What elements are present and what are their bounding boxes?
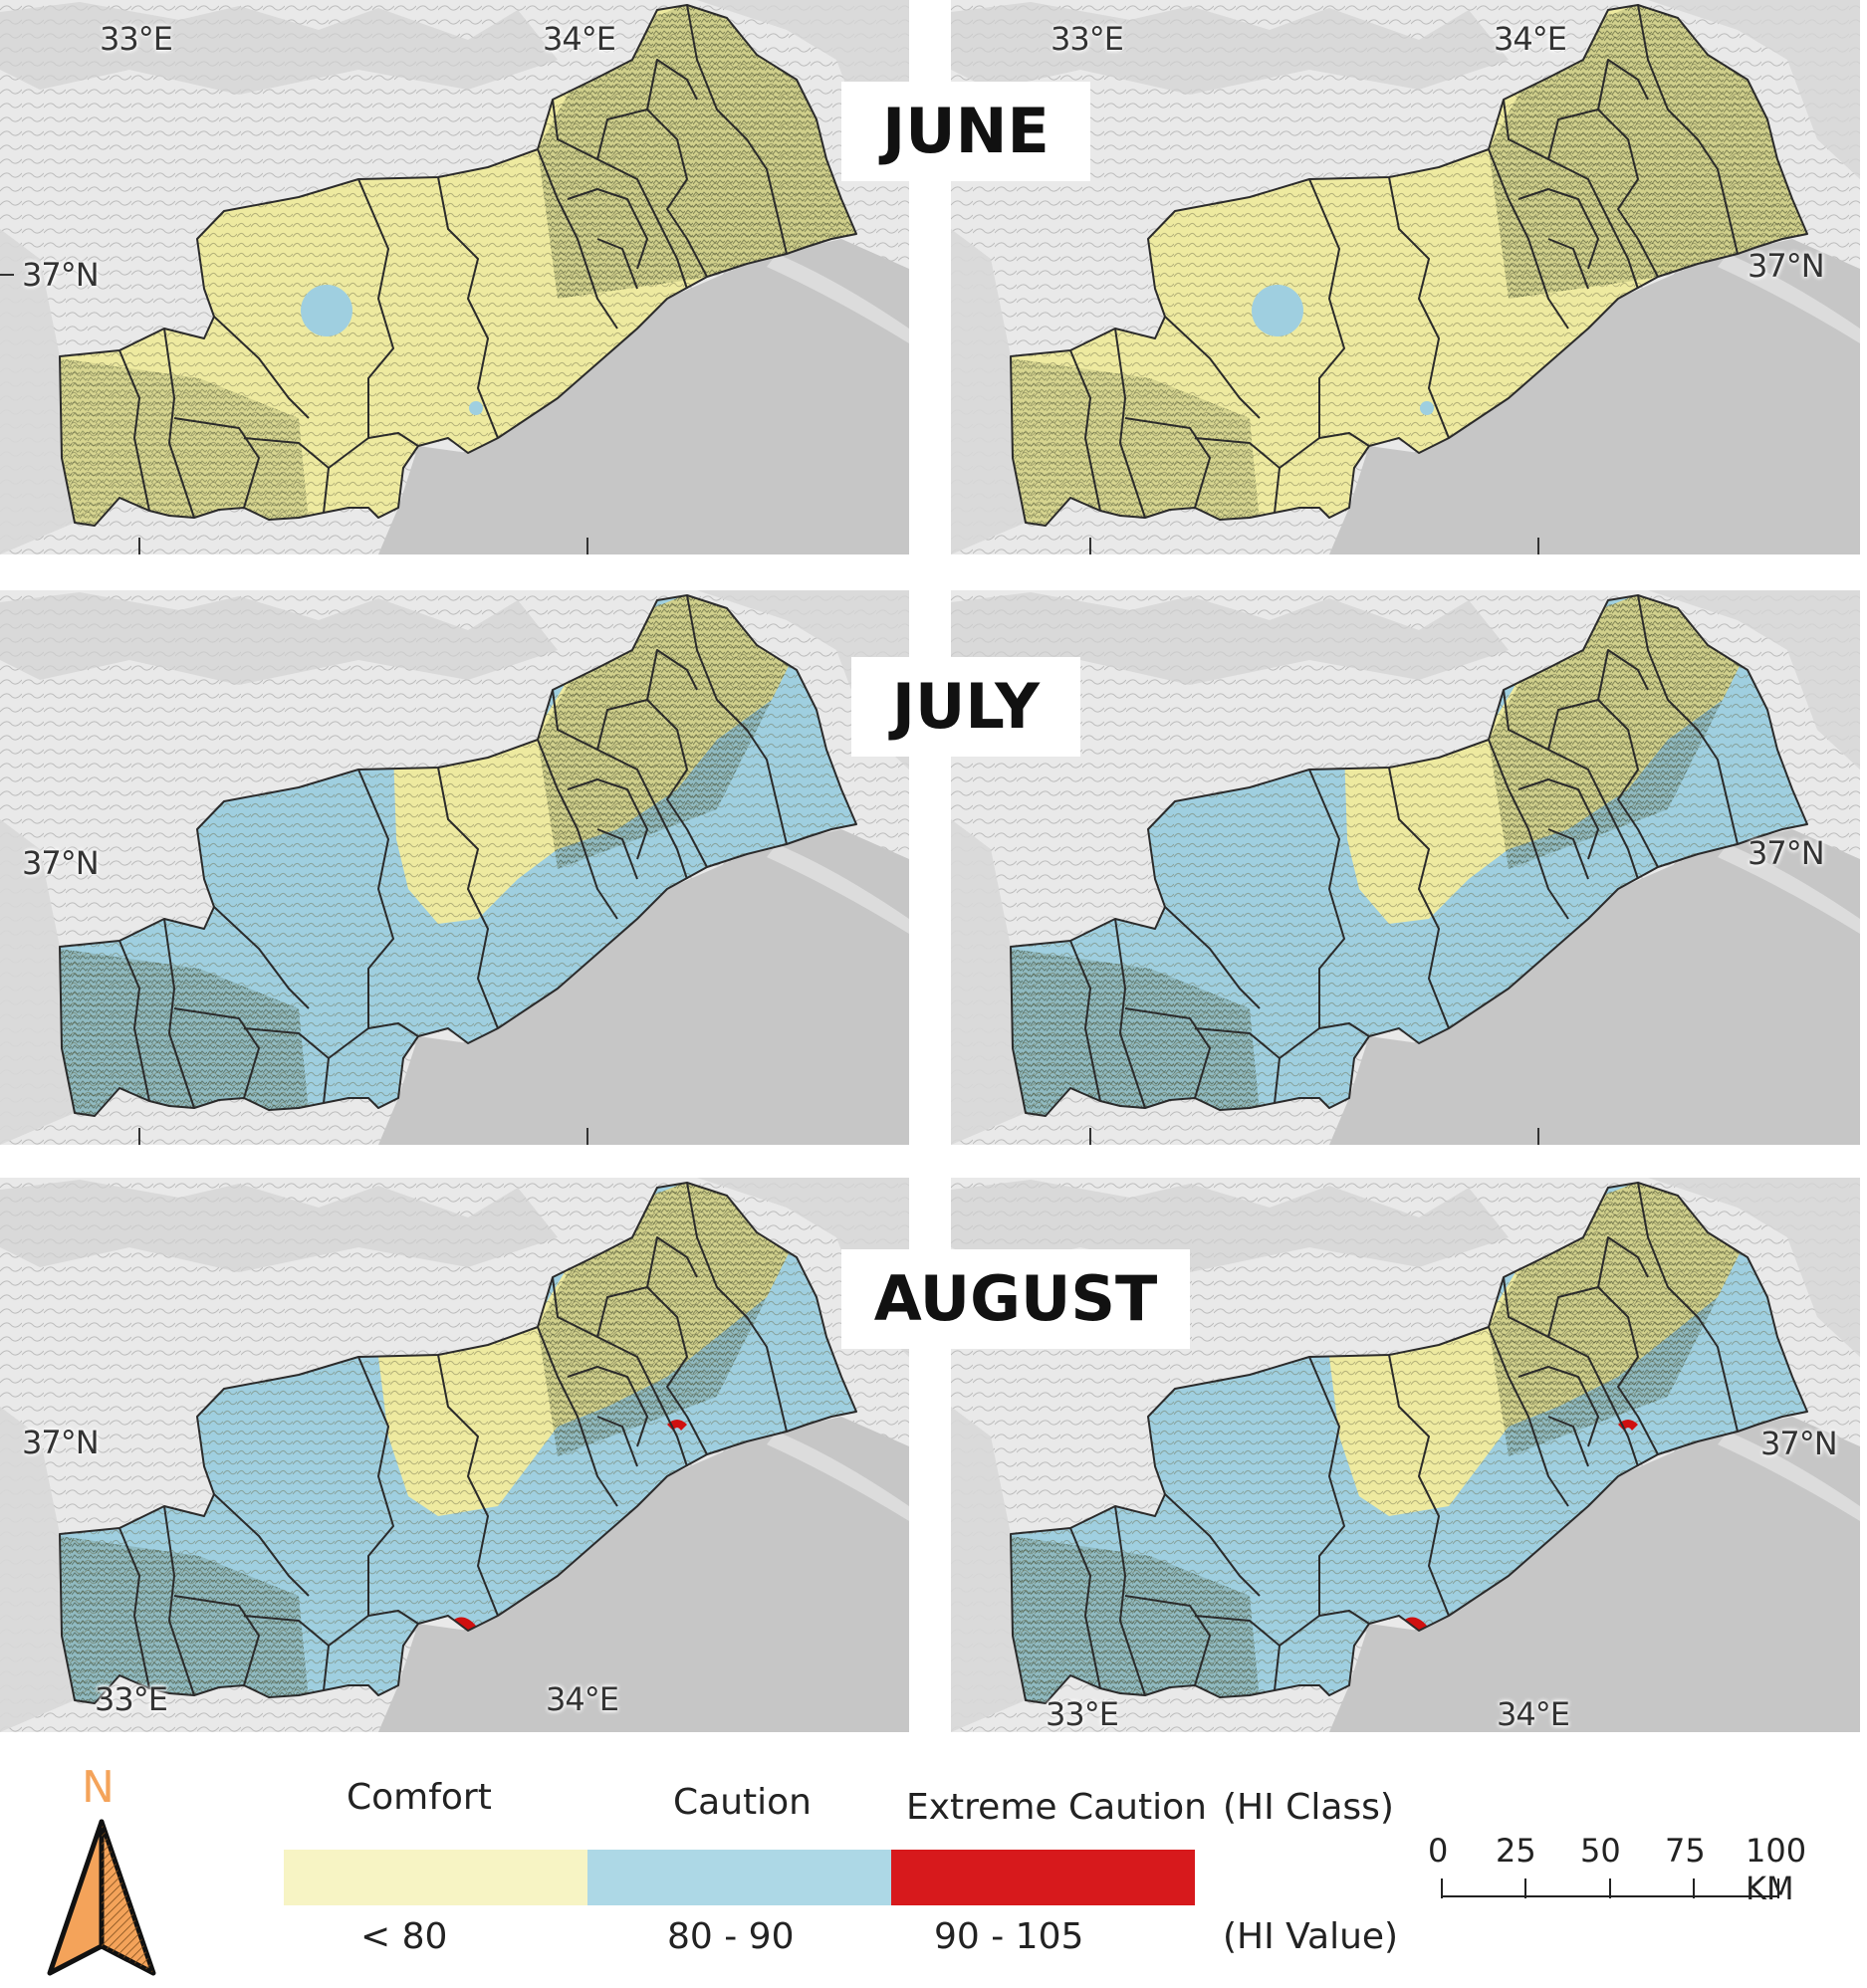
scale-tick-label: 100 KM (1746, 1832, 1807, 1907)
longitude-label: 33°E (1050, 20, 1124, 58)
month-label-august: AUGUST (841, 1249, 1190, 1349)
scale-bar-line (1441, 1878, 1779, 1898)
legend-class-header: (HI Class) (1223, 1787, 1394, 1828)
caution-spot (1420, 401, 1434, 415)
legend-range-extreme-caution: 90 - 105 (934, 1916, 1084, 1957)
legend-class-extreme-caution: Extreme Caution (906, 1787, 1207, 1828)
legend-range-caution: 80 - 90 (667, 1916, 795, 1957)
map-panel-june-right: 33°E 34°E 37°N (951, 0, 1860, 554)
month-label-june: JUNE (841, 82, 1090, 181)
scale-tick-label: 0 (1428, 1832, 1449, 1870)
latitude-label: 37°N (22, 256, 100, 294)
map-panel-june-left: 33°E 34°E 37°N (0, 0, 909, 554)
latitude-label: 37°N (1748, 834, 1825, 872)
legend-swatch-caution (587, 1850, 891, 1905)
longitude-label: 34°E (1494, 20, 1567, 58)
latitude-label: 37°N (22, 844, 100, 882)
north-arrow: N (40, 1762, 179, 1981)
legend-class-caution: Caution (673, 1782, 812, 1823)
scale-tick-label: 75 (1665, 1832, 1706, 1870)
month-label-july: JULY (851, 657, 1080, 757)
longitude-label: 34°E (543, 20, 616, 58)
caution-spot (469, 401, 483, 415)
longitude-label: 33°E (100, 20, 173, 58)
longitude-label: 33°E (1046, 1695, 1119, 1732)
scale-tick-label: 50 (1580, 1832, 1621, 1870)
north-arrow-icon (47, 1819, 156, 1976)
legend-swatch-comfort (284, 1850, 587, 1905)
latitude-label: 37°N (1748, 247, 1825, 285)
legend-class-comfort: Comfort (347, 1777, 492, 1818)
north-label: N (82, 1762, 115, 1813)
legend-swatch-extreme-caution (891, 1850, 1195, 1905)
longitude-label: 33°E (95, 1680, 168, 1718)
latitude-label: 37°N (1760, 1425, 1838, 1462)
longitude-label: 34°E (1497, 1695, 1570, 1732)
caution-spot (1252, 285, 1303, 336)
map-panel-july-left: 37°N (0, 590, 909, 1145)
map-panel-august-left: 37°N 33°E 34°E (0, 1178, 909, 1732)
scale-tick-label: 25 (1496, 1832, 1536, 1870)
caution-spot (301, 285, 352, 336)
latitude-label: 37°N (22, 1424, 100, 1461)
map-panel-july-right: 37°N (951, 590, 1860, 1145)
scale-bar: 0 25 50 75 100 KM (1424, 1827, 1842, 1907)
longitude-label: 34°E (546, 1680, 619, 1718)
legend-range-comfort: < 80 (360, 1916, 448, 1957)
legend-value-header: (HI Value) (1223, 1916, 1399, 1957)
